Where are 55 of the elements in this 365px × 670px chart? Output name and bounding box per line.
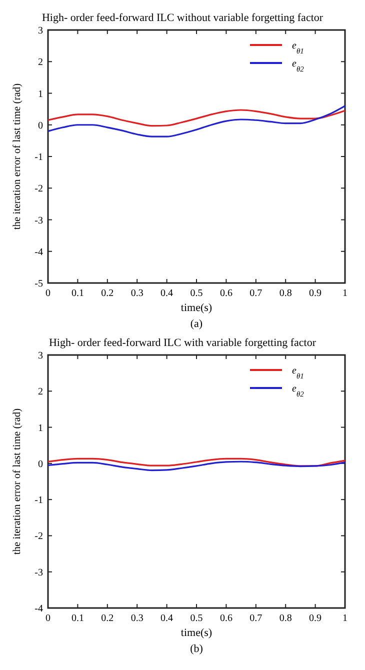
y-axis-title: the iteration error of last time (rad)	[12, 82, 23, 230]
x-tick-label: 0.9	[309, 613, 322, 624]
x-tick-label: 0.9	[309, 288, 322, 299]
x-tick-label: 0.4	[160, 613, 174, 624]
y-tick-label: -1	[34, 495, 43, 506]
y-tick-label: -1	[34, 152, 43, 163]
line-series	[47, 109, 346, 127]
x-tick-label: 0.1	[71, 288, 84, 299]
y-tick-label: -5	[34, 278, 43, 290]
y-tick-label: -2	[34, 531, 43, 542]
y-tick-label: 0	[38, 458, 43, 470]
y-tick-label: 2	[38, 386, 43, 398]
x-tick-label: 0.3	[130, 288, 144, 299]
x-tick-label: 0.1	[71, 613, 84, 624]
x-axis-title: time(s)	[180, 302, 212, 314]
y-axis-title: the iteration error of last time (rad)	[12, 408, 23, 555]
x-tick-label: 0.8	[279, 288, 292, 299]
chart-title: High- order feed-forward ILC with variable forgetting factor	[48, 337, 316, 349]
x-tick-label: 0.6	[220, 613, 232, 624]
y-tick-label: -4	[34, 246, 43, 258]
legend-label: e$_{θ1}$	[292, 40, 304, 55]
y-tick-label: -4	[34, 604, 43, 614]
y-tick-label: 1	[38, 422, 43, 434]
x-tick-label: 1	[342, 613, 348, 624]
legend-label: e$_{θ2}$	[292, 58, 304, 73]
x-tick-label: 0.2	[101, 613, 114, 624]
y-tick-label: -3	[34, 567, 43, 578]
y-tick-label: -2	[34, 184, 43, 195]
x-tick-label: 0	[46, 288, 50, 299]
y-tick-label: 0	[38, 120, 43, 132]
x-tick-label: 0.4	[160, 288, 174, 299]
legend-label: e$_{θ1}$	[292, 366, 304, 380]
chart-title: High- order feed-forward ILC without variable forgetting factor	[42, 12, 324, 24]
x-tick-label: 0.8	[279, 613, 292, 624]
x-tick-label: 0.3	[130, 613, 144, 624]
text: (a)	[190, 318, 203, 330]
x-tick-label: 0.7	[250, 613, 262, 624]
x-tick-label: 0.5	[190, 288, 203, 299]
y-tick-label: -3	[34, 215, 43, 226]
line-series	[47, 460, 346, 472]
y-tick-label: 2	[38, 57, 43, 68]
x-tick-label: 0.2	[101, 288, 114, 299]
x-tick-label: 0.6	[220, 288, 232, 299]
legend-label: e$_{θ2}$	[292, 384, 304, 398]
line-series	[47, 458, 346, 467]
x-tick-label: 0.5	[190, 613, 203, 624]
y-tick-label: 3	[38, 350, 43, 362]
y-tick-label: 1	[38, 88, 43, 100]
x-tick-label: 0	[46, 613, 50, 624]
y-tick-label: 3	[38, 26, 43, 36]
text: (b)	[190, 643, 204, 655]
line-series	[47, 105, 346, 138]
x-tick-label: 0.7	[250, 288, 262, 299]
x-axis-title: time(s)	[180, 627, 212, 639]
x-tick-label: 1	[342, 288, 348, 299]
